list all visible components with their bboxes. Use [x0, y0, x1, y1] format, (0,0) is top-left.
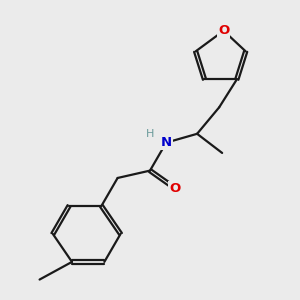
Text: H: H — [146, 129, 154, 139]
Text: O: O — [218, 24, 229, 37]
Text: O: O — [169, 182, 181, 195]
Text: N: N — [160, 136, 172, 149]
